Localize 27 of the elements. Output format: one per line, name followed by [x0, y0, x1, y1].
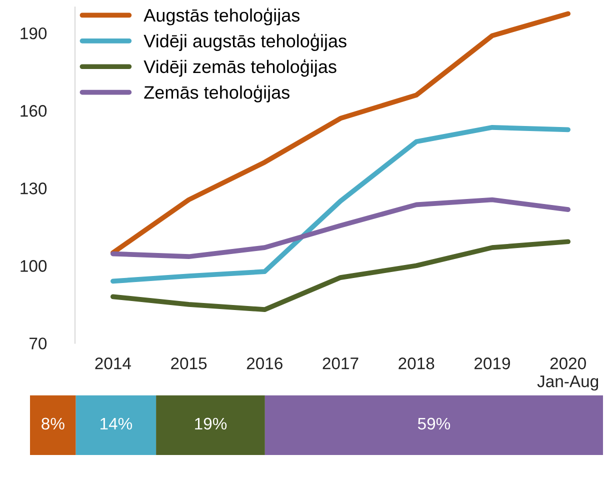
x-tick-label: 2014 — [95, 358, 131, 370]
data-label: 19% — [195, 418, 227, 430]
x-tick-label: 2020 Jan-Aug — [537, 358, 598, 391]
y-tick-label: 190 — [20, 27, 47, 40]
x-tick-label: 2016 — [246, 358, 282, 370]
data-label: 59% — [418, 418, 450, 430]
legend-label: Zemās teholoģijas — [144, 84, 290, 102]
line-series — [110, 124, 570, 284]
x-tick-label: 2015 — [171, 358, 207, 370]
line-series — [110, 197, 570, 260]
data-label: 8% — [42, 418, 64, 430]
x-tick-label: 2017 — [322, 358, 358, 370]
line-series — [110, 239, 570, 312]
bar — [264, 395, 603, 456]
bar — [30, 395, 76, 456]
legend-label: Vidēji augstās teholoģijas — [144, 33, 346, 51]
y-tick-label: 160 — [20, 105, 47, 117]
y-tick-label: 70 — [30, 338, 47, 350]
legend-label: Augstās teholoģijas — [144, 8, 300, 26]
bar — [76, 395, 156, 456]
y-tick-label: 130 — [20, 182, 47, 194]
legend-label: Vidēji zemās teholoģijas — [144, 59, 336, 77]
x-tick-label: 2018 — [398, 358, 434, 370]
bar — [156, 395, 265, 456]
data-label: 14% — [100, 418, 132, 430]
y-tick-label: 100 — [20, 260, 47, 272]
x-tick-label: 2019 — [474, 358, 510, 370]
